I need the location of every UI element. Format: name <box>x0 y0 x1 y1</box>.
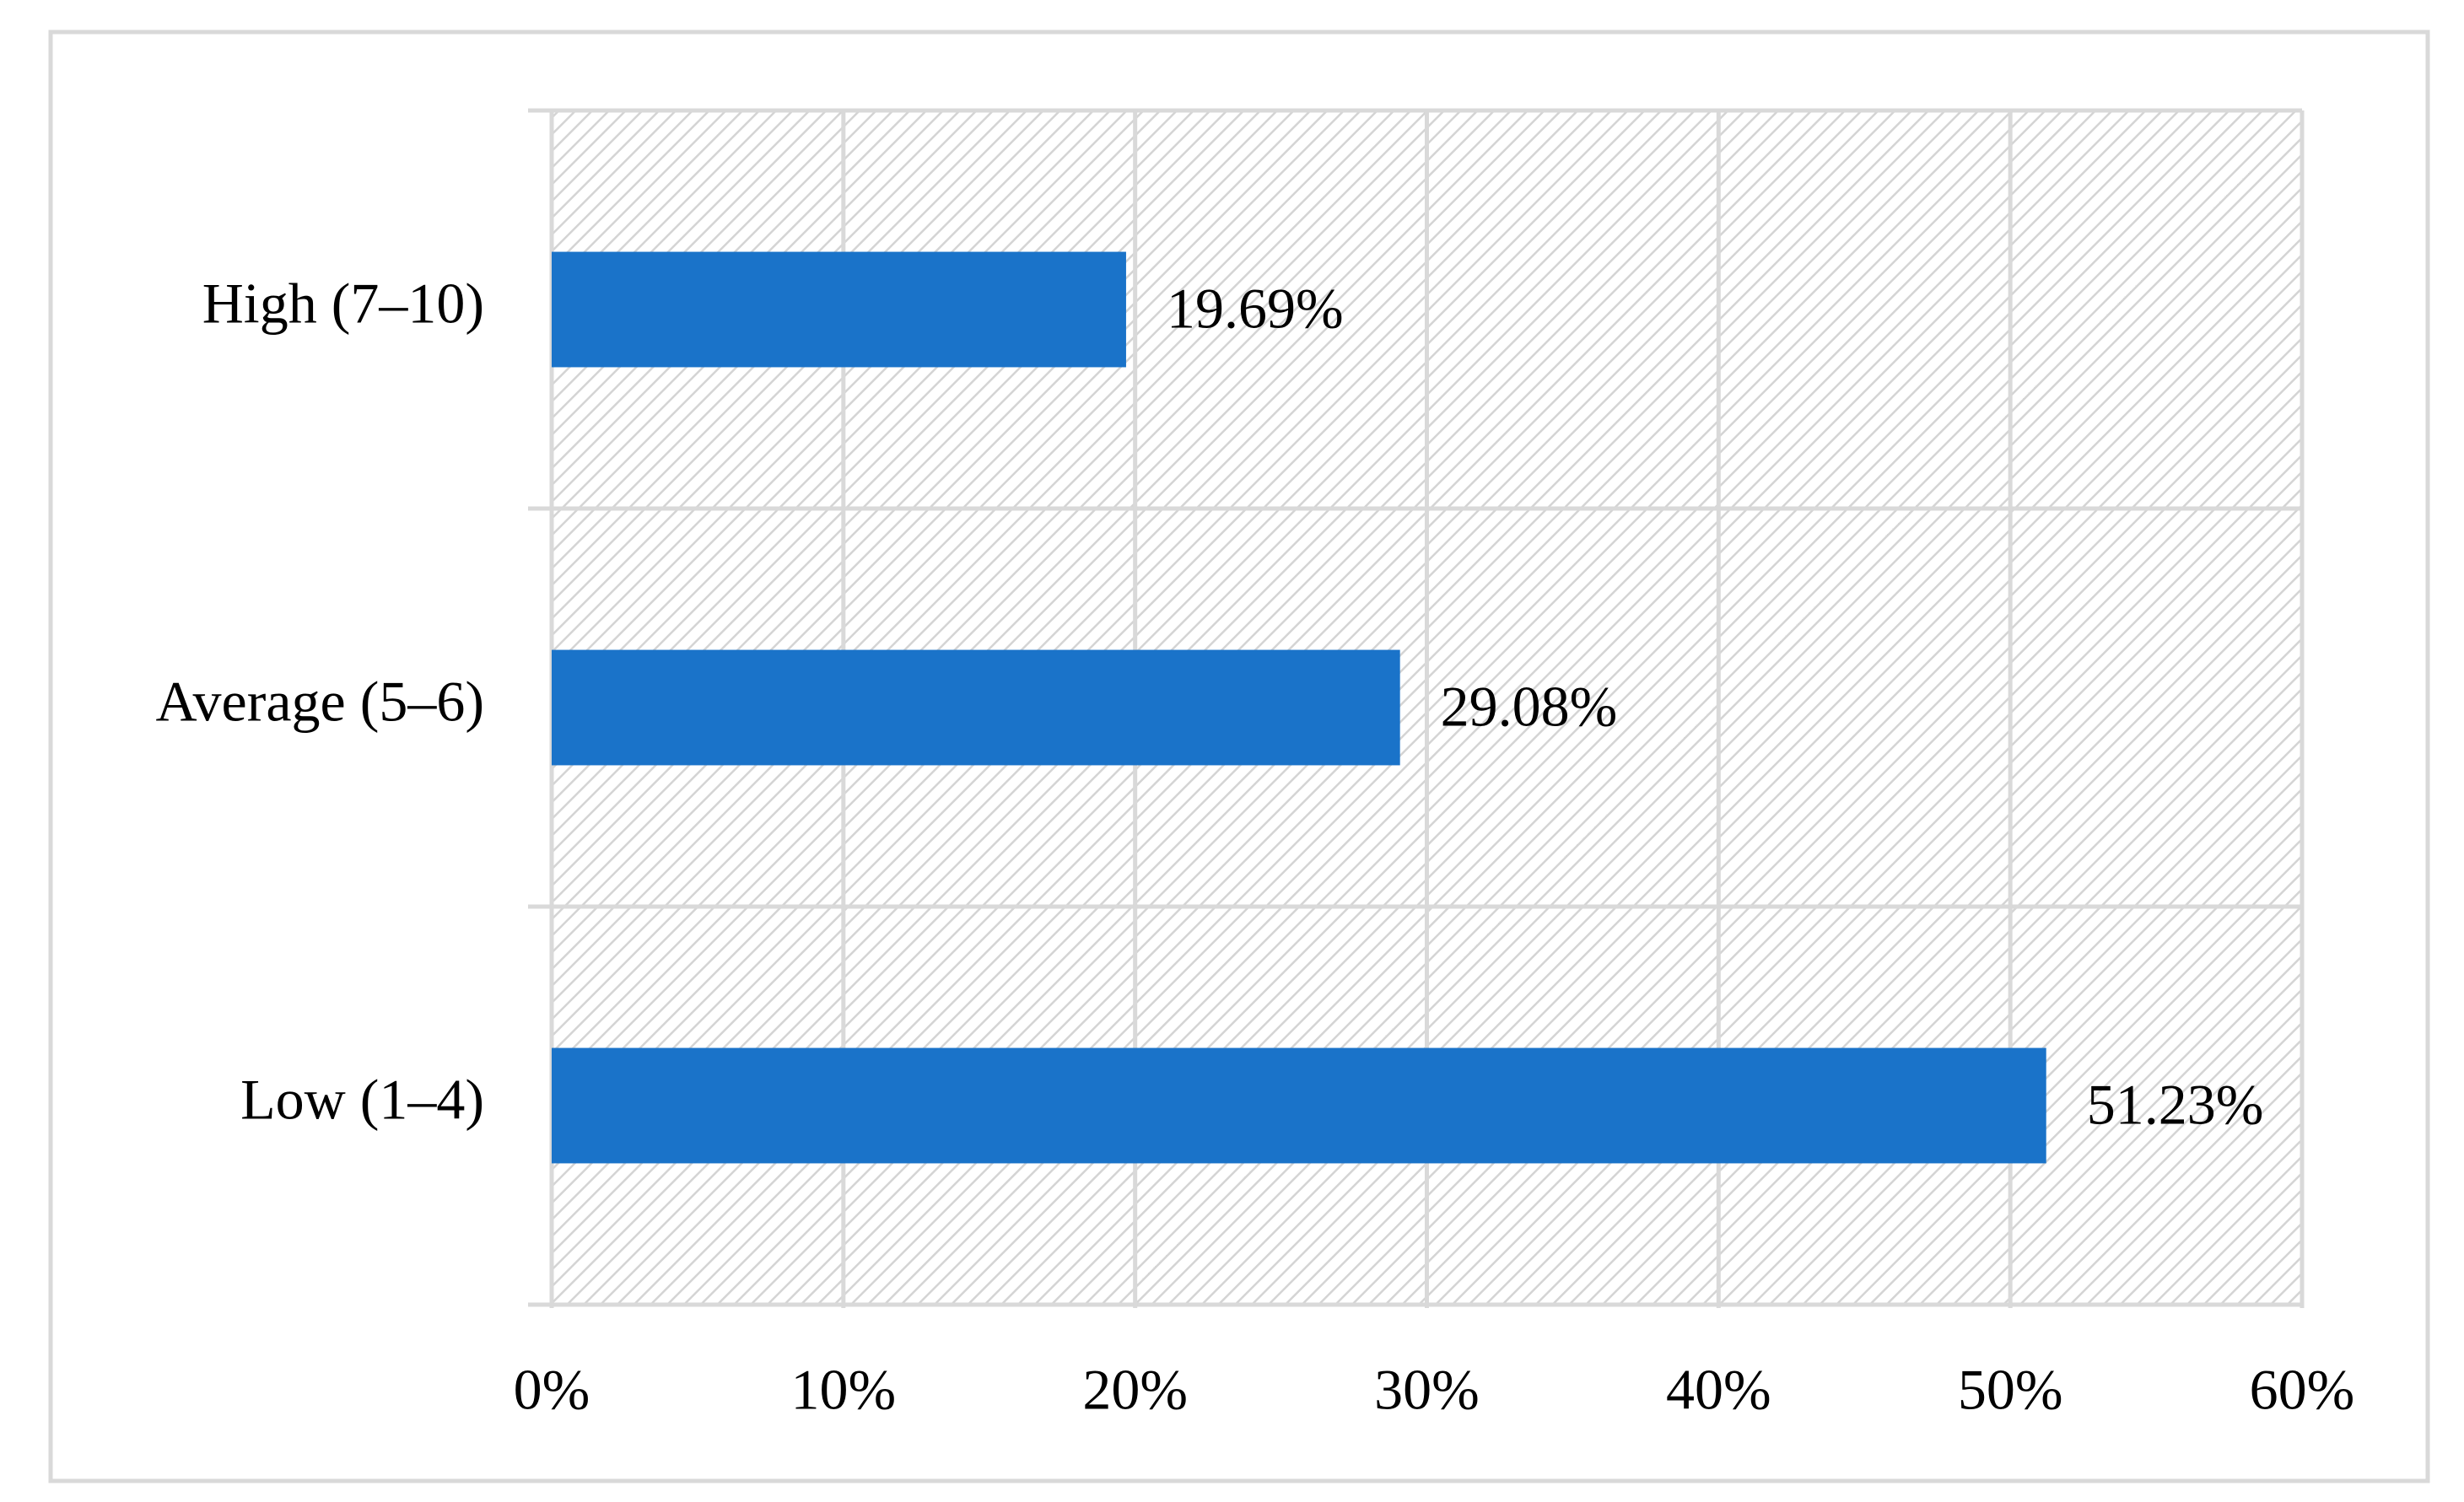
data-label: 51.23% <box>2087 1073 2264 1137</box>
x-tick-label: 20% <box>1082 1358 1188 1422</box>
data-label: 29.08% <box>1441 675 1618 739</box>
x-tick-label: 30% <box>1374 1358 1480 1422</box>
y-tick-label: Average (5–6) <box>155 670 484 734</box>
bar <box>552 251 1126 368</box>
x-tick-label: 50% <box>1958 1358 2063 1422</box>
bar <box>552 649 1400 766</box>
y-tick-label: High (7–10) <box>202 272 484 336</box>
x-tick-label: 60% <box>2250 1358 2355 1422</box>
x-tick-label: 10% <box>791 1358 897 1422</box>
bar <box>552 1047 2046 1164</box>
x-tick-label: 40% <box>1666 1358 1771 1422</box>
x-tick-label: 0% <box>514 1358 590 1422</box>
y-tick-label: Low (1–4) <box>240 1068 484 1132</box>
data-label: 19.69% <box>1167 277 1344 341</box>
